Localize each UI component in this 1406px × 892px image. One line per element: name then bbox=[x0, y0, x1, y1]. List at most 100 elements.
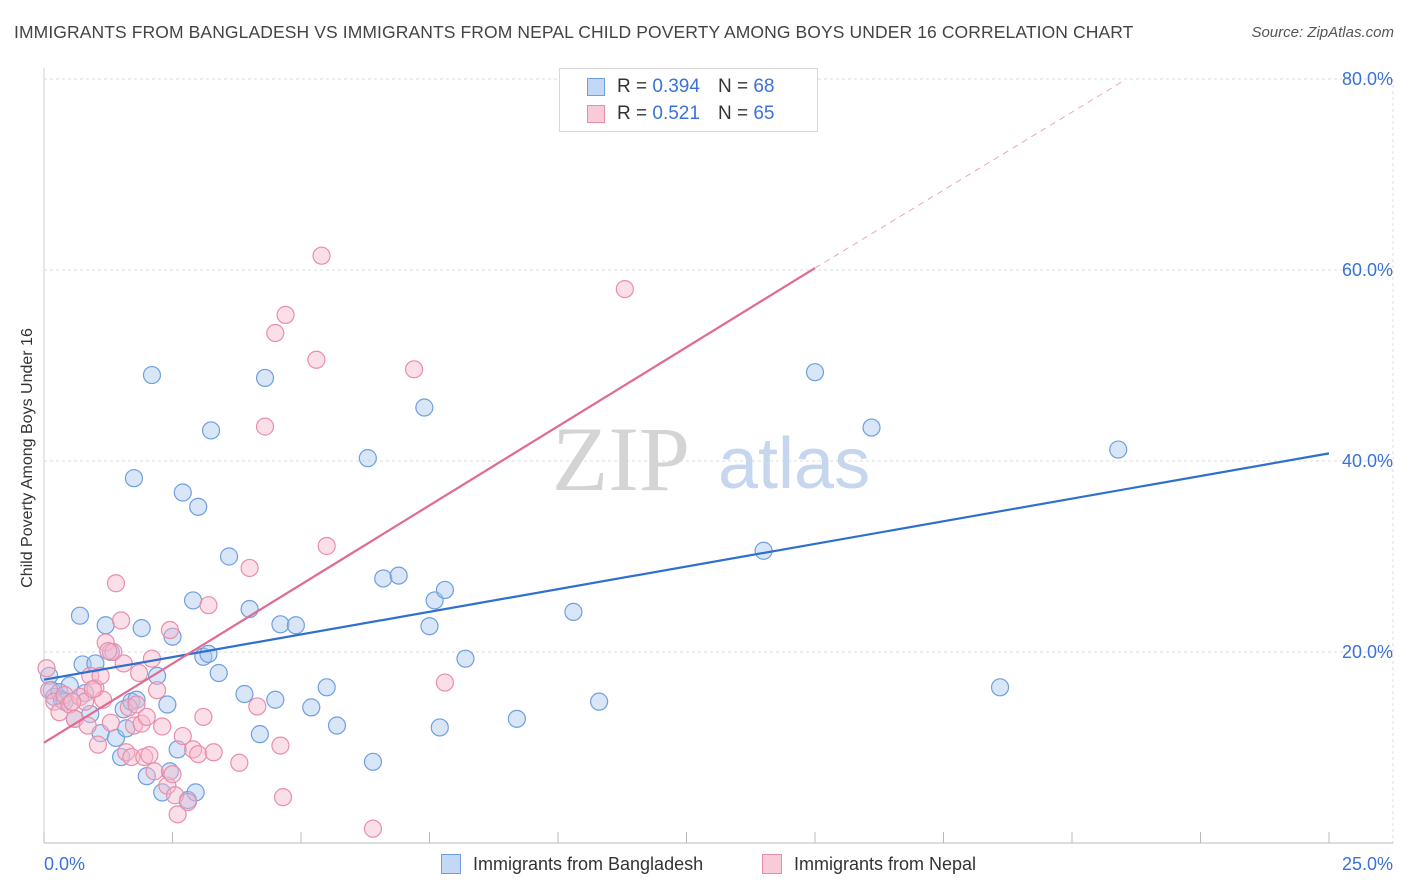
chart-title: IMMIGRANTS FROM BANGLADESH VS IMMIGRANTS… bbox=[14, 22, 1134, 42]
data-point bbox=[389, 566, 408, 585]
bottom-legend-swatch-nepal bbox=[762, 854, 782, 874]
data-point bbox=[106, 574, 126, 593]
data-point bbox=[435, 673, 455, 692]
data-point bbox=[63, 692, 82, 711]
data-point bbox=[178, 792, 198, 812]
data-point bbox=[189, 497, 208, 516]
data-point bbox=[317, 678, 336, 697]
data-point bbox=[312, 246, 331, 265]
data-point bbox=[363, 819, 383, 838]
data-point bbox=[129, 663, 149, 683]
y-tick-label: 20.0% bbox=[1342, 642, 1393, 662]
data-point bbox=[615, 280, 634, 299]
data-point bbox=[507, 709, 526, 728]
legend-row-bangladesh: R = 0.394 N = 68 bbox=[587, 75, 774, 99]
bottom-legend-label-bangladesh: Immigrants from Bangladesh bbox=[473, 853, 704, 874]
tick-labels: 20.0% 40.0% 60.0% 80.0% 0.0% 25.0% bbox=[44, 69, 1393, 874]
legend-n-label: N = bbox=[717, 76, 749, 97]
legend-r-value: 0.394 bbox=[652, 76, 700, 97]
watermark-atlas: atlas bbox=[718, 424, 870, 504]
data-point bbox=[219, 547, 239, 566]
data-point bbox=[132, 619, 151, 638]
bottom-legend-label-nepal: Immigrants from Nepal bbox=[794, 853, 977, 874]
data-point bbox=[91, 666, 110, 685]
data-point bbox=[358, 449, 377, 468]
data-point bbox=[240, 558, 259, 578]
data-point bbox=[363, 752, 383, 771]
data-point bbox=[255, 417, 275, 436]
data-point bbox=[140, 746, 159, 765]
x-tick-label: 0.0% bbox=[44, 854, 85, 874]
data-point bbox=[158, 776, 177, 795]
trend-line-nepal bbox=[43, 267, 816, 744]
data-point bbox=[101, 713, 120, 732]
legend-r-label: R = bbox=[617, 76, 648, 97]
data-point bbox=[45, 692, 64, 711]
data-point bbox=[404, 360, 424, 379]
data-point bbox=[158, 695, 177, 714]
nepal-points bbox=[37, 246, 634, 838]
legend-r-label: R = bbox=[617, 103, 648, 124]
data-point bbox=[173, 483, 192, 502]
data-point bbox=[99, 641, 118, 661]
data-point bbox=[111, 611, 131, 630]
data-point bbox=[235, 684, 254, 704]
data-point bbox=[374, 569, 393, 588]
trend-line-nepal-extension bbox=[814, 80, 1124, 269]
data-point bbox=[271, 615, 290, 634]
y-tick-label: 60.0% bbox=[1342, 260, 1393, 280]
data-point bbox=[307, 350, 326, 369]
data-point bbox=[163, 765, 182, 784]
data-point bbox=[990, 678, 1010, 697]
data-point bbox=[276, 305, 295, 324]
data-point bbox=[124, 469, 144, 488]
data-point bbox=[142, 365, 162, 385]
data-point bbox=[168, 740, 187, 759]
trend-lines bbox=[43, 80, 1330, 744]
data-point bbox=[201, 421, 221, 440]
data-point bbox=[186, 783, 205, 802]
trend-line-bangladesh bbox=[43, 452, 1330, 681]
data-point bbox=[430, 718, 449, 737]
data-point bbox=[153, 717, 172, 736]
data-point bbox=[104, 642, 123, 662]
data-point bbox=[189, 745, 208, 764]
data-point bbox=[420, 617, 439, 636]
data-point bbox=[250, 725, 269, 744]
data-point bbox=[88, 735, 108, 754]
data-point bbox=[564, 602, 583, 621]
data-point bbox=[199, 644, 218, 664]
data-point bbox=[456, 649, 475, 668]
data-point bbox=[209, 663, 228, 683]
data-point bbox=[173, 726, 192, 746]
data-point bbox=[754, 541, 773, 560]
data-point bbox=[255, 368, 275, 388]
data-point bbox=[415, 398, 434, 417]
x-tick-label: 25.0% bbox=[1342, 854, 1393, 874]
data-point bbox=[70, 606, 90, 625]
stats-legend: R = 0.394 N = 68 R = 0.521 N = 65 bbox=[559, 68, 818, 132]
source-label: Source: ZipAtlas.com bbox=[1251, 24, 1394, 41]
legend-n-label: N = bbox=[717, 103, 749, 124]
y-tick-label: 80.0% bbox=[1342, 69, 1393, 89]
data-point bbox=[204, 743, 223, 762]
axes bbox=[43, 68, 1393, 844]
bottom-legend-bangladesh: Immigrants from Bangladesh bbox=[441, 851, 703, 877]
data-point bbox=[435, 580, 455, 600]
data-point bbox=[327, 716, 347, 735]
gridlines bbox=[44, 78, 1394, 843]
data-point bbox=[127, 690, 146, 709]
data-point bbox=[137, 707, 156, 727]
legend-n-value: 65 bbox=[753, 103, 775, 124]
data-point bbox=[271, 736, 290, 755]
data-point bbox=[50, 703, 69, 722]
data-point bbox=[805, 363, 825, 382]
data-point bbox=[590, 692, 609, 711]
data-point bbox=[862, 418, 881, 437]
legend-swatch-nepal bbox=[587, 105, 605, 123]
data-point bbox=[60, 695, 79, 714]
data-point bbox=[168, 805, 187, 824]
data-point bbox=[199, 596, 218, 615]
data-point bbox=[286, 616, 305, 635]
